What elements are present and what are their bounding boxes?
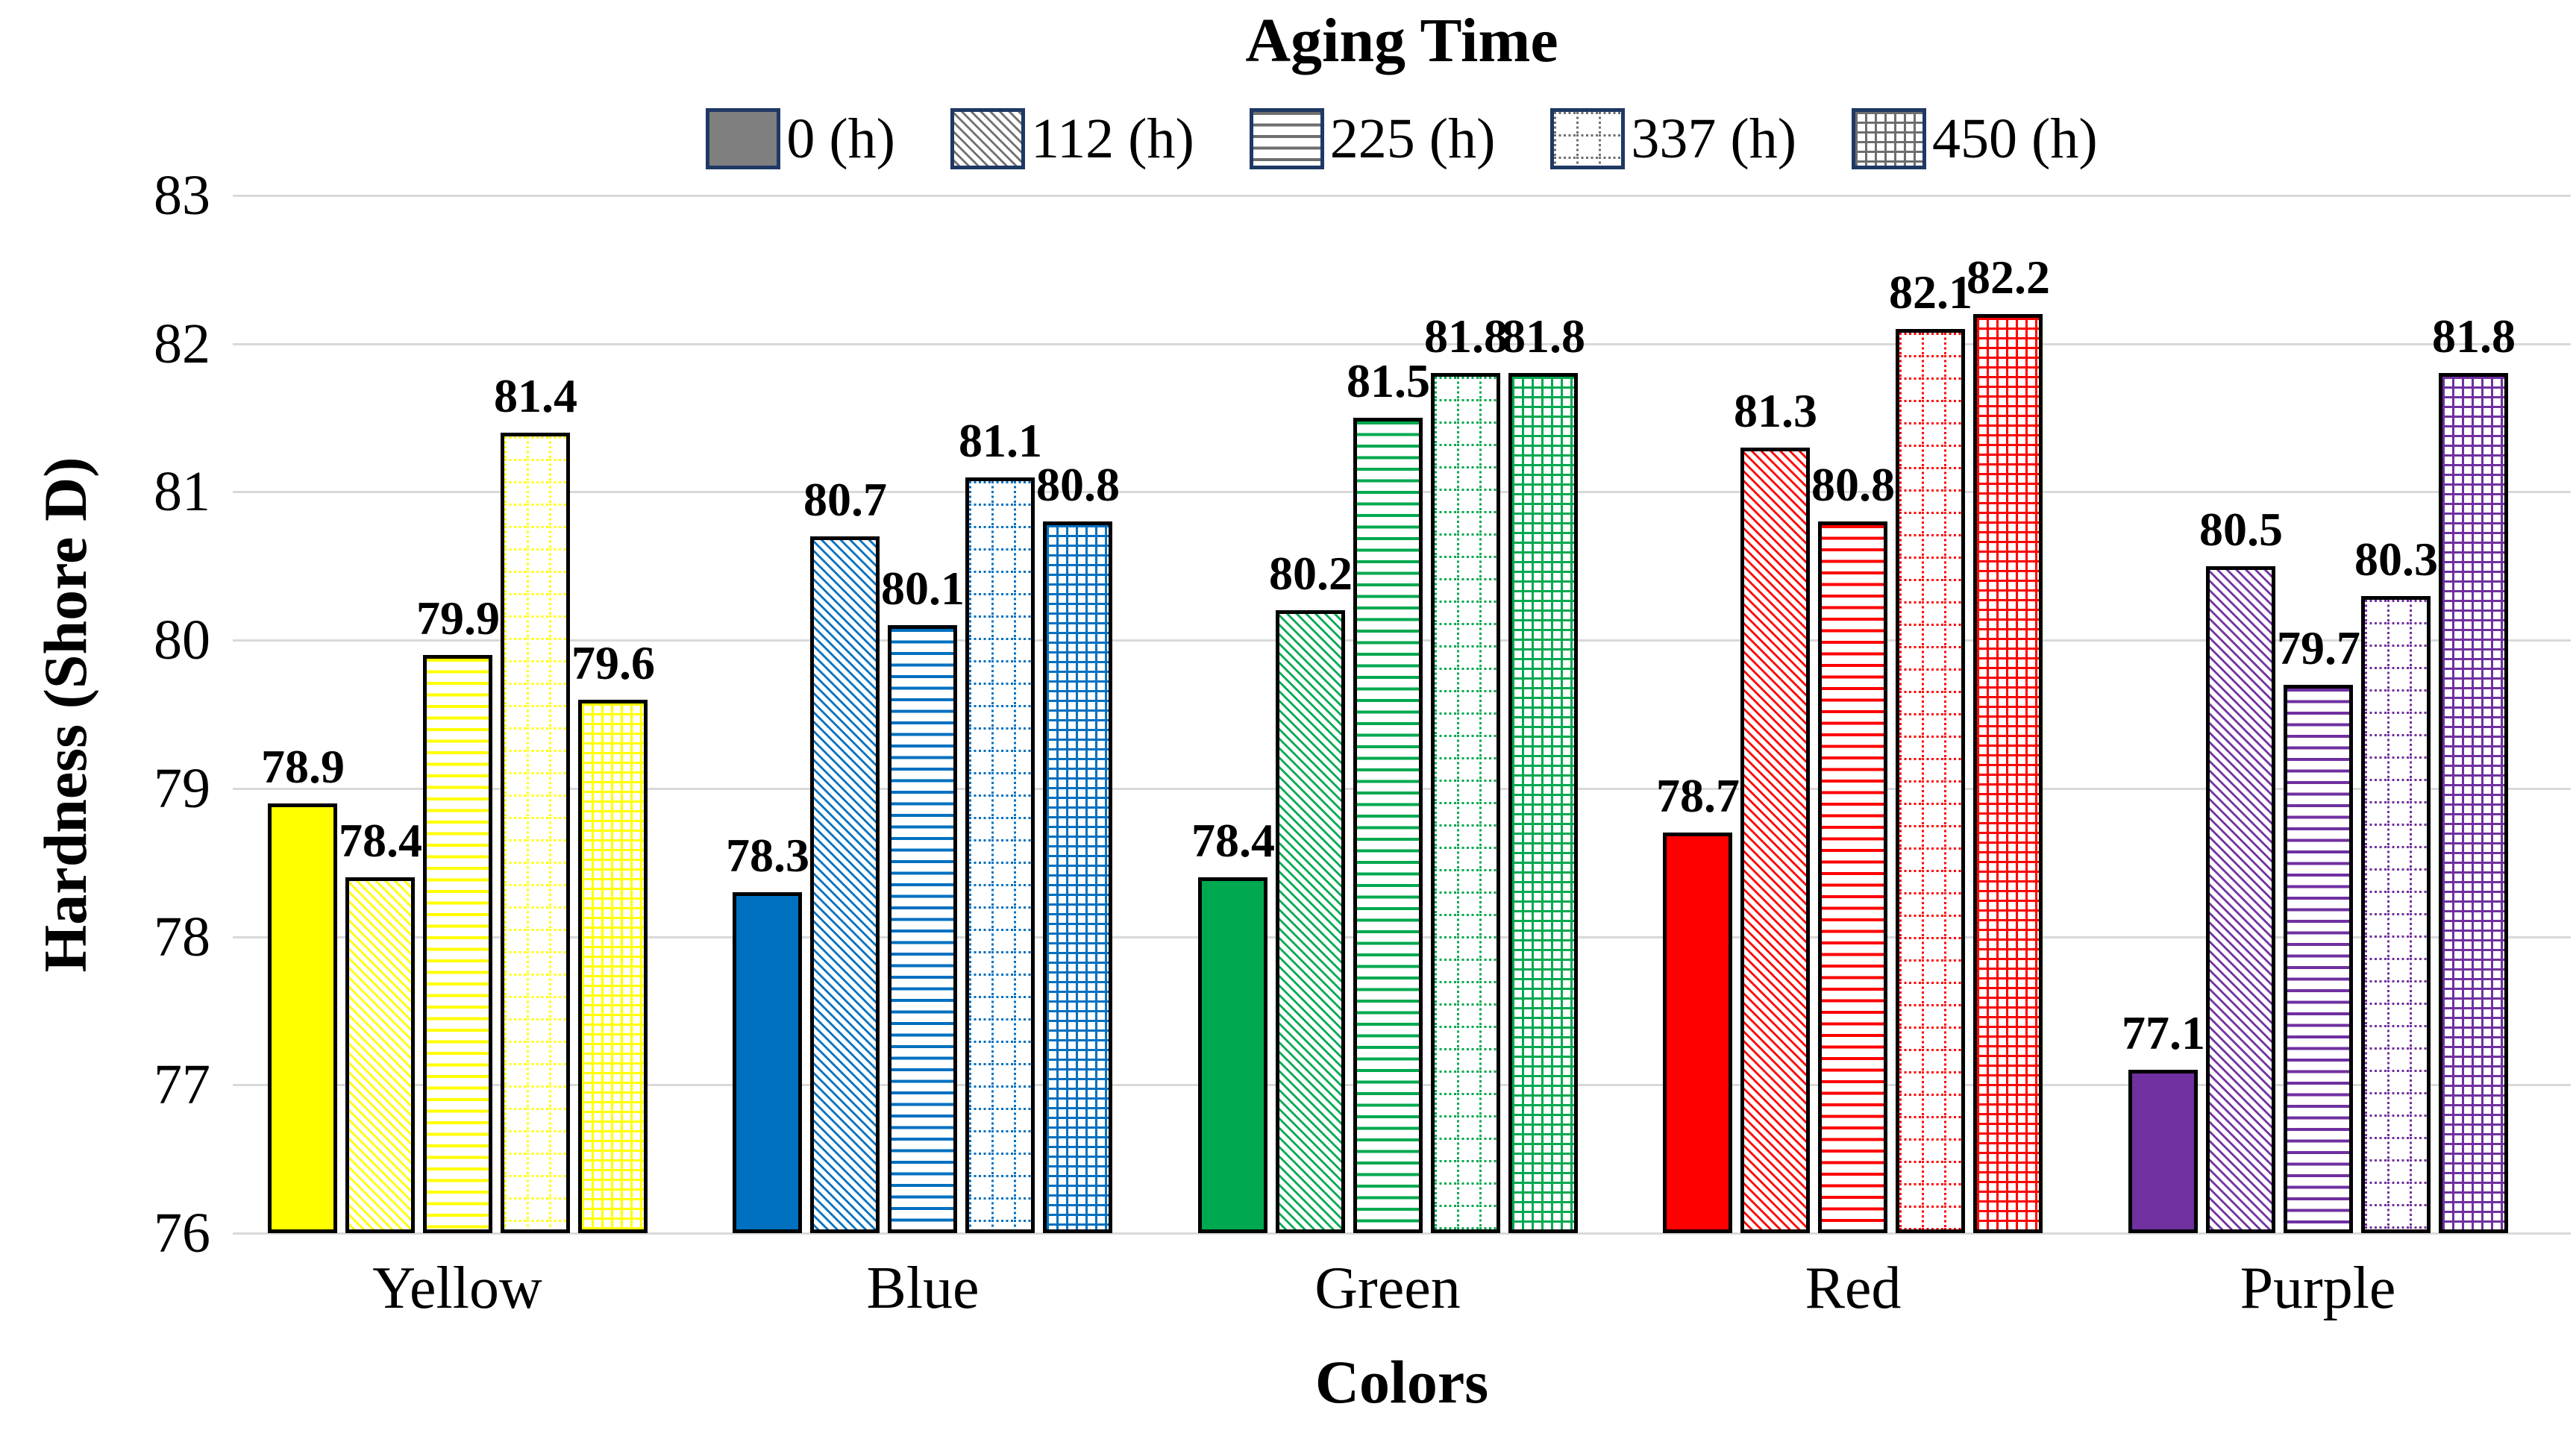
x-category-label-green: Green xyxy=(1314,1256,1461,1321)
bar-green-225-h xyxy=(1353,418,1423,1233)
bar-yellow-450-h xyxy=(578,700,648,1233)
bar-value-purple-225-h: 79.7 xyxy=(2277,621,2360,674)
y-tick-label-78: 78 xyxy=(154,906,210,968)
bar-red-337-h xyxy=(1896,329,1965,1233)
bar-purple-450-h xyxy=(2439,373,2508,1233)
legend-swatch-dotted-grid-icon xyxy=(1550,108,1626,169)
bar-blue-225-h xyxy=(888,625,957,1233)
legend-swatch-horizontal-lines-icon xyxy=(1249,108,1324,169)
legend-item-label: 450 (h) xyxy=(1932,107,2098,170)
legend-item-label: 337 (h) xyxy=(1631,107,1797,170)
legend: 0 (h) 112 (h) 225 (h) 337 (h) 450 (h) xyxy=(233,101,2571,176)
legend-item-450-h: 450 (h) xyxy=(1852,107,2098,172)
bar-red-225-h xyxy=(1818,521,1887,1233)
x-axis-title: Colors xyxy=(1314,1348,1489,1416)
bar-value-green-450-h: 81.8 xyxy=(1502,310,1585,363)
bar-red-0-h xyxy=(1663,833,1732,1233)
legend-item-label: 225 (h) xyxy=(1329,107,1496,170)
bar-green-450-h xyxy=(1508,373,1578,1233)
bar-blue-337-h xyxy=(965,477,1035,1233)
legend-item-112-h: 112 (h) xyxy=(950,107,1194,172)
y-tick-label-82: 82 xyxy=(154,313,210,375)
bar-green-337-h xyxy=(1431,373,1500,1233)
bar-value-blue-337-h: 81.1 xyxy=(959,414,1042,467)
bar-value-yellow-225-h: 79.9 xyxy=(416,592,500,645)
bar-purple-0-h xyxy=(2128,1070,2198,1233)
bar-value-yellow-112-h: 78.4 xyxy=(339,814,422,867)
y-axis-title: Hardness (Shore D) xyxy=(31,457,99,973)
y-tick-label-76: 76 xyxy=(154,1202,210,1264)
bar-value-yellow-337-h: 81.4 xyxy=(494,369,577,422)
gridline-82 xyxy=(233,343,2571,345)
bar-green-0-h xyxy=(1198,877,1267,1233)
x-category-label-purple: Purple xyxy=(2240,1256,2396,1321)
bar-yellow-0-h xyxy=(268,803,337,1233)
bar-purple-225-h xyxy=(2284,685,2353,1233)
gridline-76 xyxy=(233,1232,2571,1235)
bar-blue-450-h xyxy=(1043,521,1112,1233)
bar-value-red-225-h: 80.8 xyxy=(1811,458,1895,511)
bar-value-blue-0-h: 78.3 xyxy=(726,829,809,882)
x-category-label-yellow: Yellow xyxy=(372,1256,542,1321)
gridline-83 xyxy=(233,195,2571,197)
bar-green-112-h xyxy=(1276,610,1345,1233)
x-category-label-red: Red xyxy=(1805,1256,1902,1321)
bar-yellow-112-h xyxy=(345,877,415,1233)
bar-value-red-450-h: 82.2 xyxy=(1967,251,2050,304)
bar-value-red-337-h: 82.1 xyxy=(1889,266,1972,319)
y-tick-label-80: 80 xyxy=(154,609,210,671)
y-tick-label-77: 77 xyxy=(154,1053,210,1116)
bar-value-purple-337-h: 80.3 xyxy=(2354,533,2438,586)
bar-value-green-337-h: 81.8 xyxy=(1424,310,1508,363)
legend-item-0-h: 0 (h) xyxy=(706,107,895,172)
x-category-label-blue: Blue xyxy=(866,1256,980,1321)
legend-item-337-h: 337 (h) xyxy=(1550,107,1796,172)
y-tick-label-81: 81 xyxy=(154,460,210,523)
legend-item-225-h: 225 (h) xyxy=(1249,107,1496,172)
bar-value-purple-112-h: 80.5 xyxy=(2199,503,2283,556)
bar-value-purple-450-h: 81.8 xyxy=(2432,310,2516,363)
bar-red-112-h xyxy=(1740,448,1810,1233)
legend-swatch-solid-grid-icon xyxy=(1852,108,1927,169)
bar-blue-112-h xyxy=(810,536,880,1233)
bar-yellow-337-h xyxy=(501,433,570,1233)
bar-value-purple-0-h: 77.1 xyxy=(2122,1006,2205,1059)
bar-purple-337-h xyxy=(2361,596,2431,1233)
bar-value-red-112-h: 81.3 xyxy=(1734,384,1817,437)
bar-blue-0-h xyxy=(733,892,802,1233)
bar-value-yellow-0-h: 78.9 xyxy=(261,740,345,793)
bar-value-blue-112-h: 80.7 xyxy=(803,473,887,526)
legend-swatch-diagonal-stripes-icon xyxy=(950,108,1025,169)
legend-item-label: 0 (h) xyxy=(786,107,895,170)
y-tick-label-79: 79 xyxy=(154,757,210,820)
bar-value-green-112-h: 80.2 xyxy=(1269,547,1353,600)
bar-value-green-0-h: 78.4 xyxy=(1191,814,1275,867)
bar-yellow-225-h xyxy=(423,655,492,1233)
legend-swatch-solid-icon xyxy=(706,108,781,169)
bar-value-green-225-h: 81.5 xyxy=(1347,354,1430,407)
bar-value-blue-225-h: 80.1 xyxy=(881,562,965,615)
bar-value-yellow-450-h: 79.6 xyxy=(571,636,655,689)
legend-title: Aging Time xyxy=(1245,6,1558,75)
legend-item-label: 112 (h) xyxy=(1030,107,1194,170)
y-tick-label-83: 83 xyxy=(154,164,210,227)
bar-purple-112-h xyxy=(2206,566,2275,1233)
bar-red-450-h xyxy=(1973,314,2043,1233)
bar-value-blue-450-h: 80.8 xyxy=(1036,458,1120,511)
bar-value-red-0-h: 78.7 xyxy=(1656,769,1740,822)
